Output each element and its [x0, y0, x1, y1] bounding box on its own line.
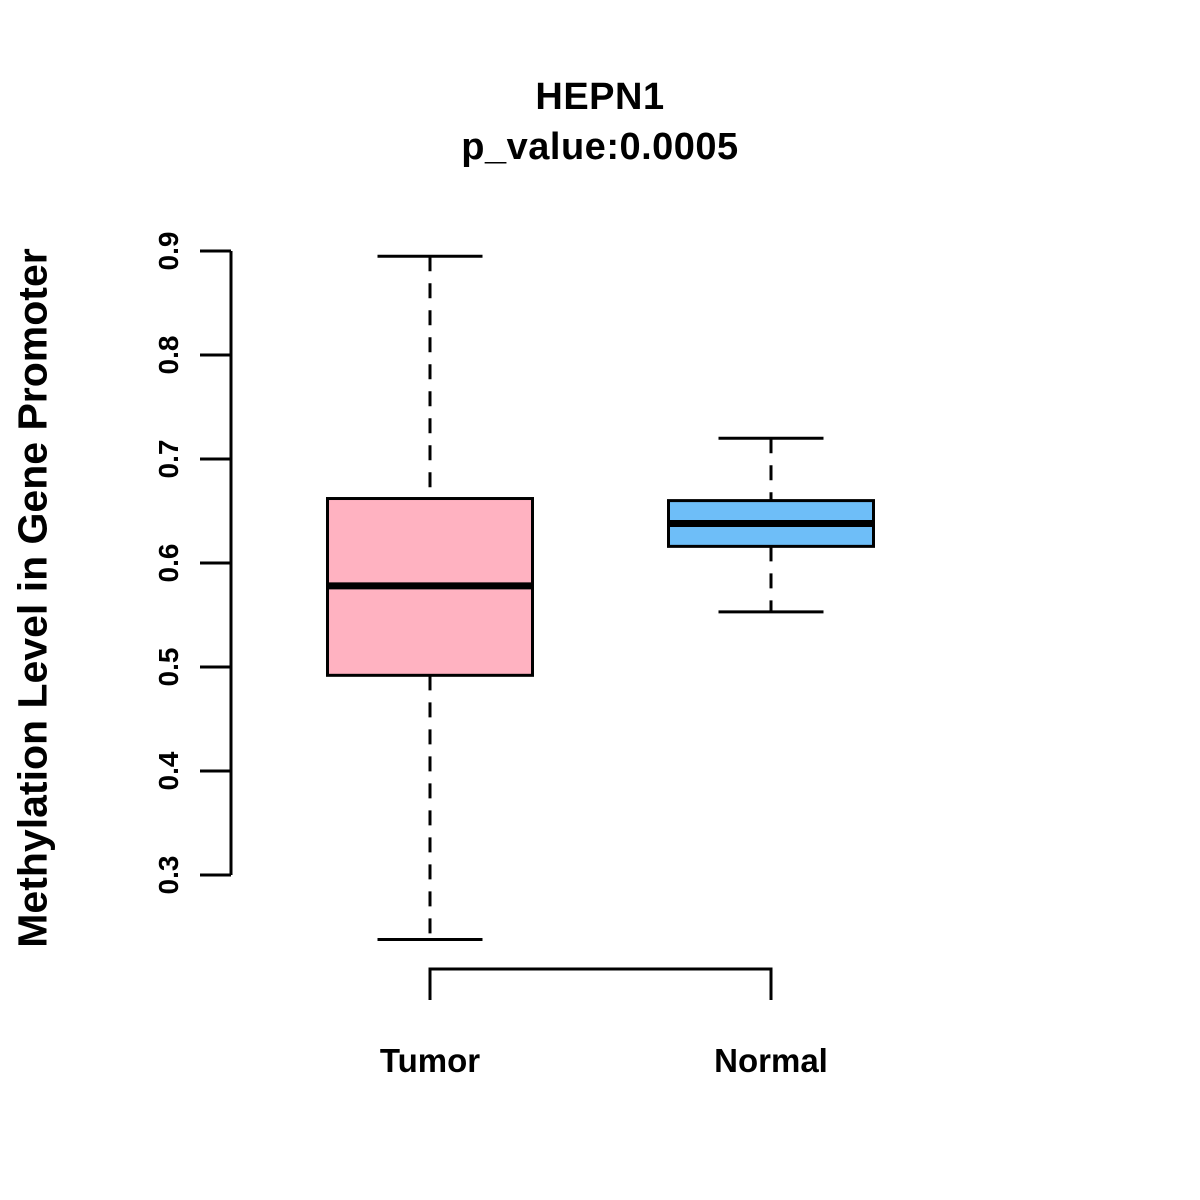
chart-subtitle-pvalue: p_value:0.0005 — [461, 126, 739, 168]
y-tick-label: 0.7 — [153, 440, 184, 479]
y-tick-label: 0.8 — [153, 336, 184, 375]
chart-title: HEPN1 — [535, 76, 665, 118]
y-tick-label: 0.5 — [153, 648, 184, 687]
y-tick-label: 0.3 — [153, 856, 184, 895]
y-tick-label: 0.9 — [153, 232, 184, 271]
x-tick-label-tumor: Tumor — [380, 1042, 480, 1079]
x-tick-label-normal: Normal — [714, 1042, 828, 1079]
x-axis-bracket — [428, 967, 773, 1000]
y-tick-label: 0.6 — [153, 544, 184, 583]
y-tick-label: 0.4 — [153, 751, 184, 790]
